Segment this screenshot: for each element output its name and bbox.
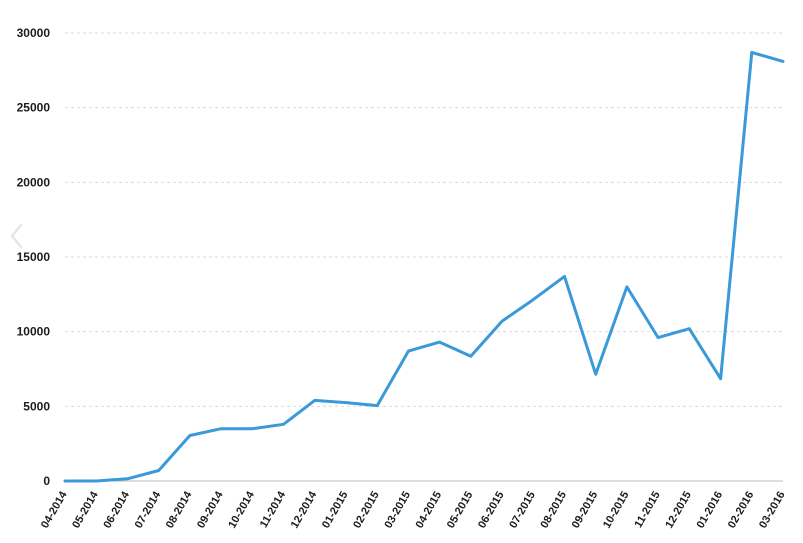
grid-lines bbox=[65, 32, 783, 482]
chevron-left-icon[interactable] bbox=[7, 222, 27, 250]
x-tick-label: 08-2015 bbox=[538, 490, 569, 531]
x-tick-label: 07-2015 bbox=[507, 490, 538, 531]
x-tick-label: 08-2014 bbox=[164, 489, 195, 531]
y-axis-ticks: 0 5000 10000 15000 20000 25000 30000 bbox=[17, 26, 51, 488]
x-tick-label: 04-2014 bbox=[39, 489, 70, 531]
x-tick-label: 02-2016 bbox=[726, 490, 757, 531]
series-line bbox=[63, 50, 785, 483]
x-tick-label: 03-2015 bbox=[382, 490, 413, 531]
x-tick-label: 06-2014 bbox=[101, 489, 132, 531]
y-tick-label: 20000 bbox=[17, 175, 51, 189]
x-tick-label: 11-2014 bbox=[258, 489, 289, 530]
y-tick-label: 5000 bbox=[23, 399, 50, 413]
x-axis-ticks: 04-2014 05-2014 06-2014 07-2014 08-2014 09-20… bbox=[39, 489, 788, 531]
x-tick-label: 11-2015 bbox=[632, 490, 662, 530]
x-tick-label: 12-2015 bbox=[663, 490, 694, 531]
x-tick-label: 10-2015 bbox=[601, 490, 632, 531]
x-tick-label: 01-2016 bbox=[695, 490, 726, 531]
x-tick-label: 05-2014 bbox=[70, 489, 101, 531]
x-tick-label: 09-2014 bbox=[195, 489, 226, 531]
x-tick-label: 07-2014 bbox=[133, 489, 164, 531]
y-tick-label: 10000 bbox=[17, 325, 51, 339]
x-tick-label: 01-2015 bbox=[320, 490, 351, 531]
x-tick-label: 04-2015 bbox=[414, 490, 445, 531]
x-tick-label: 09-2015 bbox=[570, 490, 601, 531]
y-tick-label: 15000 bbox=[17, 250, 51, 264]
x-tick-label: 02-2015 bbox=[351, 490, 382, 531]
x-tick-label: 10-2014 bbox=[226, 489, 257, 531]
y-tick-label: 0 bbox=[43, 474, 50, 488]
y-tick-label: 30000 bbox=[17, 26, 51, 40]
x-tick-label: 06-2015 bbox=[476, 489, 507, 530]
x-tick-label: 03-2016 bbox=[757, 490, 788, 531]
x-tick-label: 05-2015 bbox=[445, 489, 476, 530]
y-tick-label: 25000 bbox=[17, 101, 51, 115]
series-layer bbox=[63, 50, 785, 483]
x-tick-label: 12-2014 bbox=[289, 489, 320, 531]
